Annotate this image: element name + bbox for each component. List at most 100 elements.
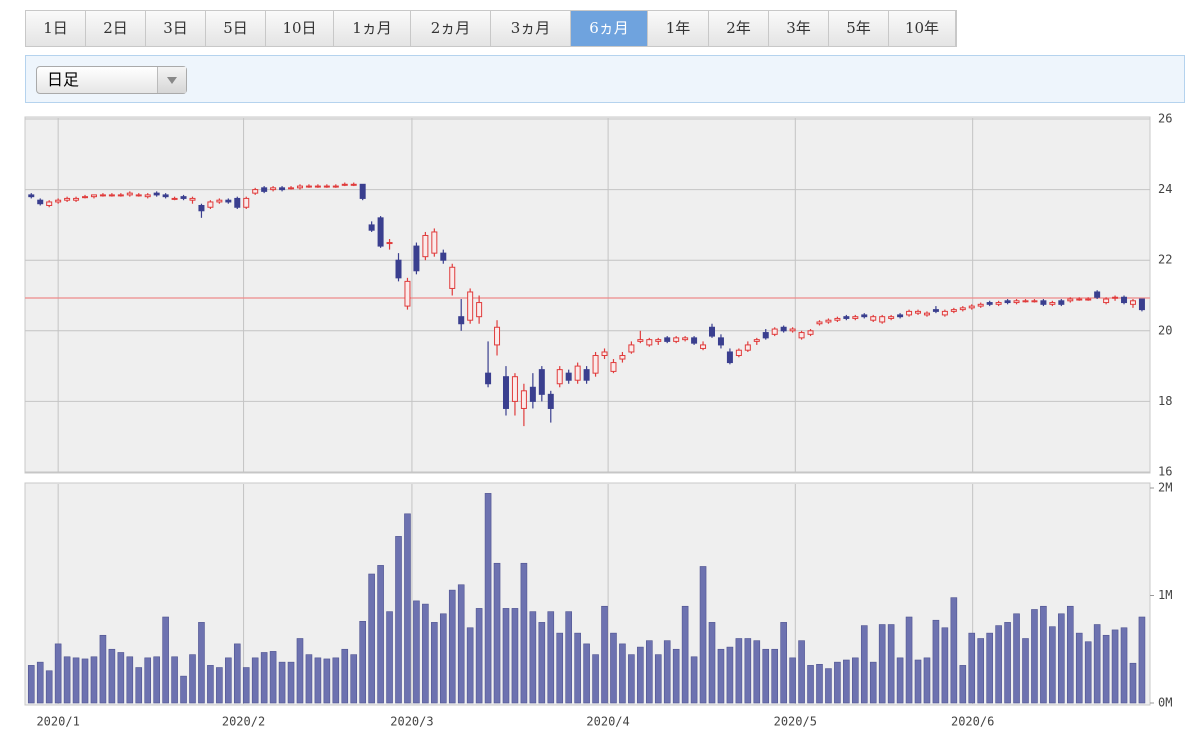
volume-bar — [869, 661, 877, 704]
candle-body — [538, 369, 545, 395]
range-tab[interactable]: 2日 — [86, 11, 146, 46]
range-tab[interactable]: 5日 — [206, 11, 266, 46]
candle-body — [1076, 298, 1083, 301]
dropdown-label: 日足 — [47, 70, 80, 89]
volume-bar — [905, 616, 913, 704]
candle-body — [377, 217, 384, 247]
candle-body — [198, 204, 205, 212]
candle-body — [144, 194, 151, 198]
candle-body — [852, 316, 859, 319]
volume-bar — [448, 589, 456, 704]
volume-bar — [923, 657, 931, 704]
candle-body — [610, 362, 617, 372]
range-tab[interactable]: 10年 — [889, 11, 956, 46]
candle-body — [717, 337, 724, 346]
volume-bar — [475, 608, 483, 704]
range-tab[interactable]: 10日 — [266, 11, 334, 46]
volume-bar — [216, 667, 223, 704]
range-tab[interactable]: 3年 — [769, 11, 829, 46]
volume-bar — [583, 643, 590, 704]
volume-bar — [690, 656, 698, 704]
candle-body — [655, 339, 662, 342]
volume-bar — [242, 667, 250, 704]
candle-body — [771, 328, 778, 335]
candle-body — [834, 317, 841, 321]
range-tab[interactable]: 3ヵ月 — [491, 11, 571, 46]
candle-body — [449, 266, 456, 289]
candle-body — [288, 187, 295, 190]
range-tab[interactable]: 1日 — [26, 11, 86, 46]
candle-body — [1013, 300, 1020, 304]
range-tab[interactable]: 2ヵ月 — [411, 11, 491, 46]
volume-bar — [350, 654, 358, 704]
candle-body — [46, 201, 53, 206]
candle-body — [332, 185, 339, 188]
candle-body — [234, 197, 241, 208]
volume-bar — [878, 624, 886, 704]
volume-bar — [610, 632, 617, 704]
candle-body — [735, 349, 742, 357]
candle-body — [1129, 300, 1136, 305]
volume-bar — [717, 648, 725, 704]
candle-body — [897, 314, 904, 318]
candle-body — [843, 316, 850, 319]
range-tab[interactable]: 3日 — [146, 11, 206, 46]
volume-bar — [502, 608, 510, 704]
candle-body — [932, 309, 939, 312]
volume-bar — [1075, 632, 1083, 704]
candle-body — [619, 355, 626, 360]
candle-body — [646, 339, 653, 346]
candle-body — [780, 326, 787, 332]
interval-dropdown[interactable]: 日足 — [36, 66, 187, 94]
candle-body — [941, 310, 948, 316]
volume-bar — [180, 675, 187, 704]
candle-body — [1004, 300, 1011, 304]
volume-bar — [36, 661, 44, 704]
range-tab[interactable]: 5年 — [829, 11, 889, 46]
candle-body — [700, 344, 707, 349]
volume-bar — [269, 651, 277, 704]
candle-body — [180, 196, 187, 199]
candle-body — [726, 351, 733, 364]
volume-bar — [1120, 627, 1128, 704]
volume-bar — [135, 667, 143, 704]
x-tick-label: 2020/1 — [36, 715, 79, 729]
candle-body — [1138, 298, 1145, 311]
volume-bar — [27, 665, 35, 704]
volume-bar — [628, 654, 635, 704]
volume-bar — [1004, 622, 1011, 704]
range-tab[interactable]: 1ヵ月 — [334, 11, 411, 46]
range-tab[interactable]: 2年 — [709, 11, 769, 46]
volume-bar — [538, 622, 546, 704]
volume-bar — [529, 611, 537, 704]
volume-bar — [466, 627, 474, 704]
range-tab[interactable]: 6ヵ月 — [571, 11, 648, 46]
volume-bar — [672, 648, 680, 704]
volume-bar — [798, 640, 805, 704]
volume-bar — [896, 657, 904, 704]
candle-body — [825, 319, 832, 323]
candle-body — [1085, 298, 1092, 301]
candle-body — [108, 194, 115, 197]
volume-bar — [977, 638, 985, 704]
volume-bar — [431, 622, 438, 704]
candle-body — [816, 321, 823, 325]
volume-bar — [654, 654, 662, 704]
candle-body — [341, 183, 348, 186]
y-tick-label: 24 — [1158, 182, 1172, 196]
candle-body — [879, 316, 886, 323]
y-tick-label: 22 — [1158, 253, 1172, 267]
candle-body — [135, 194, 142, 197]
candle-body — [252, 189, 259, 194]
volume-bar — [395, 536, 402, 704]
volume-bar — [619, 643, 626, 704]
candle-body — [520, 390, 527, 409]
candle-body — [296, 185, 303, 189]
candle-body — [798, 332, 805, 339]
candle-body — [547, 393, 554, 409]
range-tab[interactable]: 1年 — [648, 11, 709, 46]
volume-bar — [699, 566, 707, 704]
volume-bar — [744, 638, 752, 704]
y-tick-label: 20 — [1158, 323, 1172, 337]
